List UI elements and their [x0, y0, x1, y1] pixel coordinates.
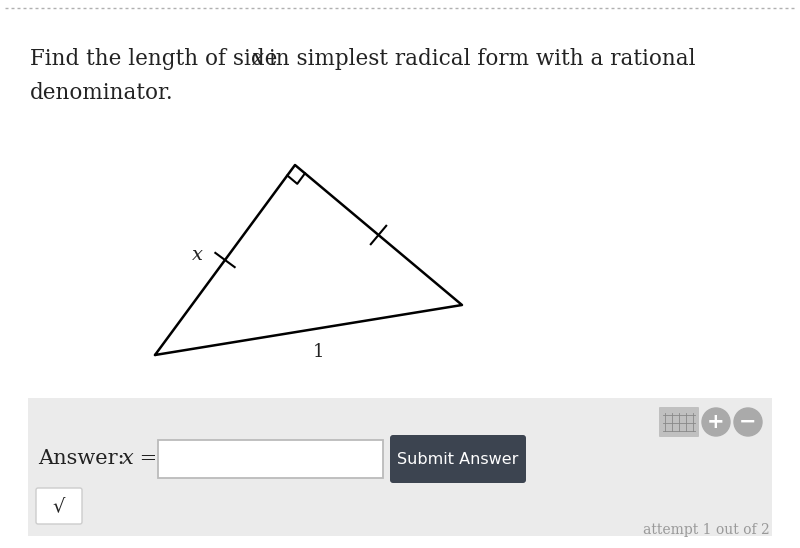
Text: +: +	[707, 412, 725, 432]
Text: −: −	[739, 412, 757, 432]
Text: =: =	[133, 449, 158, 469]
Text: x: x	[252, 48, 264, 70]
Text: √: √	[53, 497, 65, 515]
Bar	[28, 398, 772, 536]
Text: Submit Answer: Submit Answer	[398, 452, 518, 466]
Text: in simplest radical form with a rational: in simplest radical form with a rational	[262, 48, 695, 70]
FancyBboxPatch shape	[659, 407, 699, 437]
Text: 1: 1	[313, 343, 324, 361]
Circle shape	[702, 408, 730, 436]
Bar	[158, 440, 383, 478]
Text: denominator.: denominator.	[30, 82, 174, 104]
Circle shape	[734, 408, 762, 436]
Text: attempt 1 out of 2: attempt 1 out of 2	[643, 523, 770, 537]
Text: Answer:: Answer:	[38, 449, 125, 469]
Text: x: x	[122, 449, 134, 469]
FancyBboxPatch shape	[36, 488, 82, 524]
Text: x: x	[191, 246, 202, 264]
FancyBboxPatch shape	[390, 435, 526, 483]
Text: Find the length of side: Find the length of side	[30, 48, 284, 70]
